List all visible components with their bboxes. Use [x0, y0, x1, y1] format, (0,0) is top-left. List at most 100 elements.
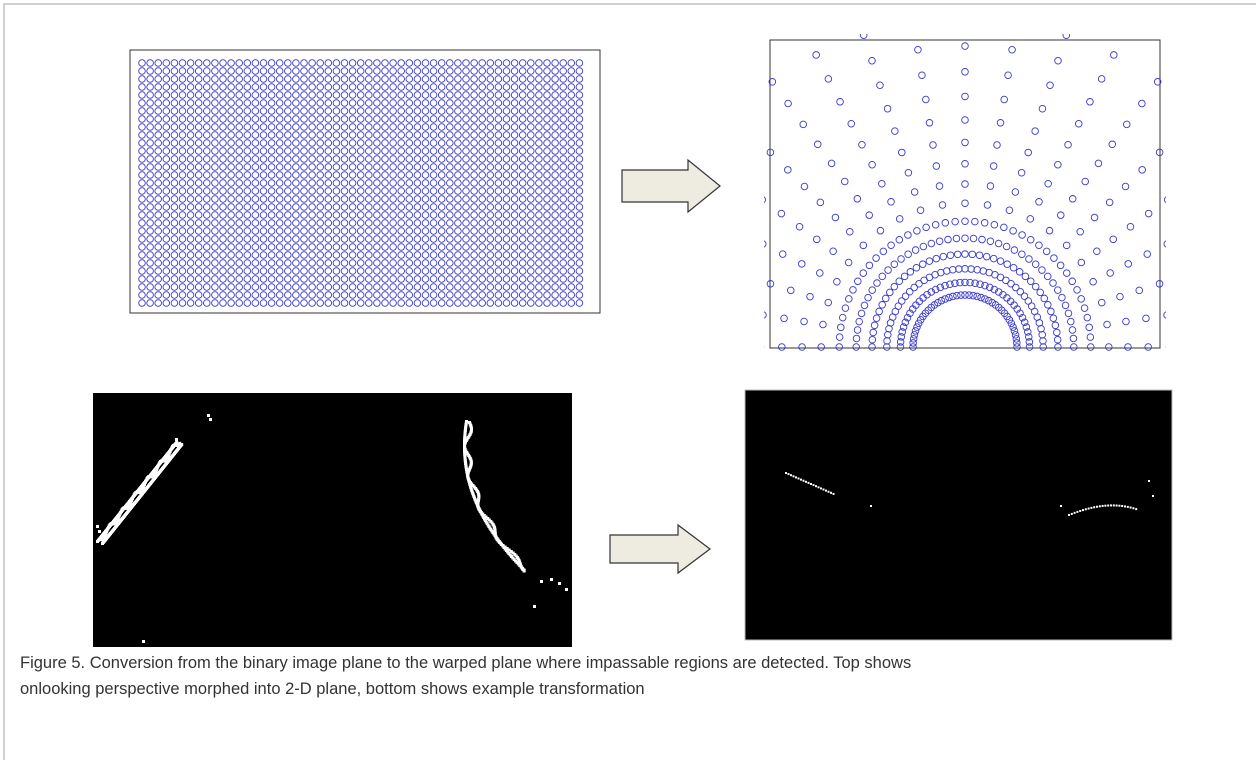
pixel — [175, 441, 178, 444]
pixel — [820, 487, 822, 489]
warped-point — [1072, 5, 1079, 12]
warped-point — [1123, 27, 1130, 34]
pixel — [1135, 508, 1137, 510]
warped-point — [1248, 251, 1255, 258]
pixel — [785, 472, 787, 474]
warped-point — [687, 344, 694, 351]
pixel — [815, 485, 817, 487]
warped-point — [305, 344, 312, 351]
warped-point — [626, 100, 633, 107]
pixel — [1082, 509, 1084, 511]
page: Figure 5. Conversion from the binary ima… — [0, 0, 1258, 761]
warped-point — [674, 135, 681, 142]
pixel — [1152, 495, 1154, 497]
warped-point — [852, 5, 859, 12]
pixel — [1090, 507, 1092, 509]
warped-point — [1213, 92, 1220, 99]
warped-point — [1207, 219, 1214, 226]
warped-point — [266, 344, 273, 351]
warped-point — [343, 344, 350, 351]
pixel — [1071, 513, 1073, 515]
warped-point — [711, 344, 718, 351]
pixel — [96, 525, 99, 528]
pixel — [558, 582, 561, 585]
pixel — [1060, 505, 1062, 507]
warped-point — [415, 344, 422, 351]
warped-point — [577, 344, 584, 351]
warped-point — [1206, 8, 1213, 15]
warped-point — [1237, 344, 1244, 351]
warped-point — [516, 344, 523, 351]
warped-point — [1230, 207, 1237, 214]
warped-plane — [770, 40, 1160, 348]
pixel — [1076, 511, 1078, 513]
warped-point — [1234, 301, 1241, 308]
pixel — [870, 505, 872, 507]
warped-point — [664, 297, 671, 304]
warped-point — [1164, 312, 1171, 319]
warped-point — [623, 234, 630, 241]
pixel — [100, 535, 103, 538]
pixel — [540, 580, 543, 583]
pixel — [1132, 507, 1134, 509]
warped-point — [520, 22, 527, 29]
figure-graphics — [0, 0, 1258, 650]
warped-point — [1212, 344, 1219, 351]
warped-point — [800, 27, 807, 34]
warped-point — [1223, 259, 1230, 266]
warped-point — [638, 292, 645, 299]
warped-point — [1166, 344, 1173, 351]
warped-point — [735, 344, 742, 351]
warped-point — [342, 28, 349, 35]
pixel — [1085, 508, 1087, 510]
warped-point — [753, 56, 760, 63]
warped-point — [737, 308, 744, 315]
warped-point — [962, 16, 969, 23]
pixel — [1121, 505, 1123, 507]
warped-point — [730, 112, 737, 119]
pixel — [207, 414, 210, 417]
warped-point — [690, 301, 697, 308]
pixel — [793, 475, 795, 477]
warped-point — [723, 266, 730, 273]
warped-point — [1136, 1, 1143, 8]
warped-point — [716, 219, 723, 226]
pixel — [1102, 505, 1104, 507]
warped-point — [1178, 274, 1185, 281]
pixel — [790, 474, 792, 476]
pixel — [1068, 514, 1070, 516]
pixel — [798, 478, 800, 480]
warped-point — [759, 196, 766, 203]
warped-point — [736, 32, 743, 39]
pixel — [523, 570, 526, 573]
pixel — [810, 483, 812, 485]
pixel — [828, 491, 830, 493]
warped-point — [749, 131, 756, 138]
pixel — [1096, 506, 1098, 508]
pixel — [1124, 505, 1126, 507]
pixel — [1113, 504, 1115, 506]
pixel — [1110, 504, 1112, 506]
pixel — [833, 493, 835, 495]
warped-point — [1171, 56, 1178, 63]
warped-point — [760, 312, 767, 319]
warped-point — [690, 72, 697, 79]
caption-line: Figure 5. Conversion from the binary ima… — [20, 654, 911, 673]
pixel — [1130, 507, 1132, 509]
warped-point — [601, 81, 608, 88]
pixel — [813, 484, 815, 486]
warped-point — [718, 167, 725, 174]
warped-point — [668, 50, 675, 57]
warped-image — [745, 390, 1172, 640]
pixel — [550, 578, 553, 581]
pixel — [795, 476, 797, 478]
warped-point — [547, 344, 554, 351]
pixel — [1116, 505, 1118, 507]
warped-point — [483, 344, 490, 351]
warped-point — [1227, 151, 1234, 158]
warped-point — [450, 344, 457, 351]
warped-point — [1063, 32, 1070, 39]
warped-point — [606, 344, 613, 351]
warped-point — [1164, 241, 1171, 248]
pixel — [1088, 508, 1090, 510]
